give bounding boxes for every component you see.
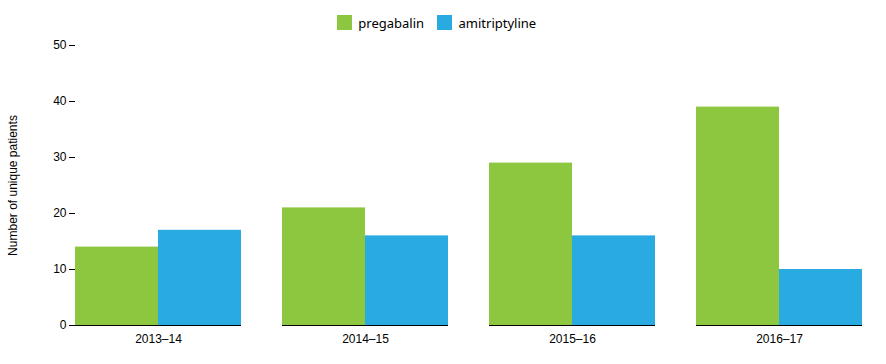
svg-text:2016–17: 2016–17 (756, 332, 803, 346)
svg-text:2015–16: 2015–16 (549, 332, 596, 346)
svg-text:40: 40 (53, 94, 67, 108)
svg-text:10: 10 (53, 262, 67, 276)
html-text:amitriptyline: amitriptyline (458, 13, 537, 32)
svg-text:30: 30 (53, 150, 67, 164)
html-text:pregabalin: pregabalin (358, 13, 425, 32)
svg-text:Number of unique patients: Number of unique patients (6, 115, 20, 256)
svg-text:0: 0 (60, 318, 67, 332)
svg-text:2014–15: 2014–15 (342, 332, 389, 346)
svg-text:2013–14: 2013–14 (135, 332, 182, 346)
svg-text:50: 50 (53, 38, 67, 52)
svg-text:20: 20 (53, 206, 67, 220)
